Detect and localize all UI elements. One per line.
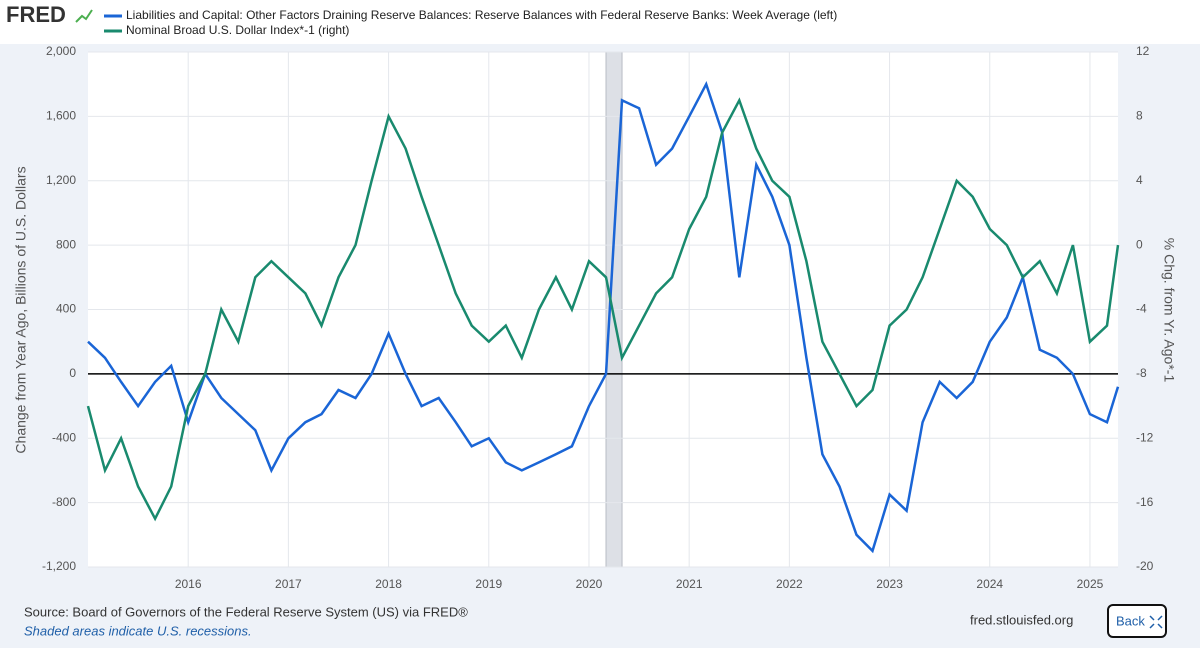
x-tick-label: 2024 xyxy=(976,577,1003,591)
y-tick-label: 2,000 xyxy=(46,44,76,58)
logo-icon xyxy=(75,9,93,23)
site: fred.stlouisfed.org xyxy=(970,612,1073,627)
y-tick-label: 1,600 xyxy=(46,109,76,123)
series-line xyxy=(86,97,1120,522)
y2-tick-label: -12 xyxy=(1136,430,1154,444)
y2-tick-label: -16 xyxy=(1136,495,1154,509)
y-tick-label: 1,200 xyxy=(46,173,76,187)
y2-tick-label: 0 xyxy=(1136,237,1143,251)
y2-axis-title: % Chg. from Yr. Ago*-1 xyxy=(1161,238,1177,383)
y-tick-label: -1,200 xyxy=(42,559,76,573)
back-label[interactable]: Back xyxy=(1116,613,1145,628)
x-tick-label: 2017 xyxy=(275,577,302,591)
x-tick-label: 2016 xyxy=(175,577,202,591)
series-line xyxy=(87,81,1120,554)
note: Shaded areas indicate U.S. recessions. xyxy=(24,623,252,638)
x-tick-label: 2021 xyxy=(676,577,703,591)
y-tick-label: 0 xyxy=(69,366,76,380)
y2-tick-label: -8 xyxy=(1136,366,1147,380)
y-tick-label: -800 xyxy=(52,495,76,509)
y2-tick-label: 12 xyxy=(1136,44,1150,58)
y2-tick-label: 4 xyxy=(1136,173,1143,187)
legend-label: Liabilities and Capital: Other Factors D… xyxy=(126,8,837,22)
x-tick-label: 2022 xyxy=(776,577,803,591)
y2-tick-label: 8 xyxy=(1136,109,1143,123)
back-icon xyxy=(1149,615,1163,629)
y2-tick-label: -20 xyxy=(1136,559,1154,573)
y-tick-label: 400 xyxy=(56,302,76,316)
x-tick-label: 2025 xyxy=(1077,577,1104,591)
logo: FRED xyxy=(6,2,66,27)
y-tick-label: -400 xyxy=(52,430,76,444)
legend-label: Nominal Broad U.S. Dollar Index*-1 (righ… xyxy=(126,23,349,37)
back-button[interactable] xyxy=(1107,604,1167,638)
x-tick-label: 2023 xyxy=(876,577,903,591)
x-tick-label: 2018 xyxy=(375,577,402,591)
y-tick-label: 800 xyxy=(56,237,76,251)
x-tick-label: 2020 xyxy=(576,577,603,591)
header-bg xyxy=(0,0,1200,44)
y2-tick-label: -4 xyxy=(1136,302,1147,316)
x-tick-label: 2019 xyxy=(475,577,502,591)
source: Source: Board of Governors of the Federa… xyxy=(24,604,468,619)
y-axis-title: Change from Year Ago, Billions of U.S. D… xyxy=(13,166,29,453)
